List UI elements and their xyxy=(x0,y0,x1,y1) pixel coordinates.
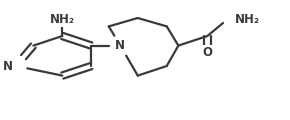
Text: O: O xyxy=(202,46,212,59)
Text: N: N xyxy=(3,60,13,72)
Text: NH₂: NH₂ xyxy=(50,13,75,26)
Text: NH₂: NH₂ xyxy=(235,13,260,26)
Text: N: N xyxy=(115,39,125,52)
